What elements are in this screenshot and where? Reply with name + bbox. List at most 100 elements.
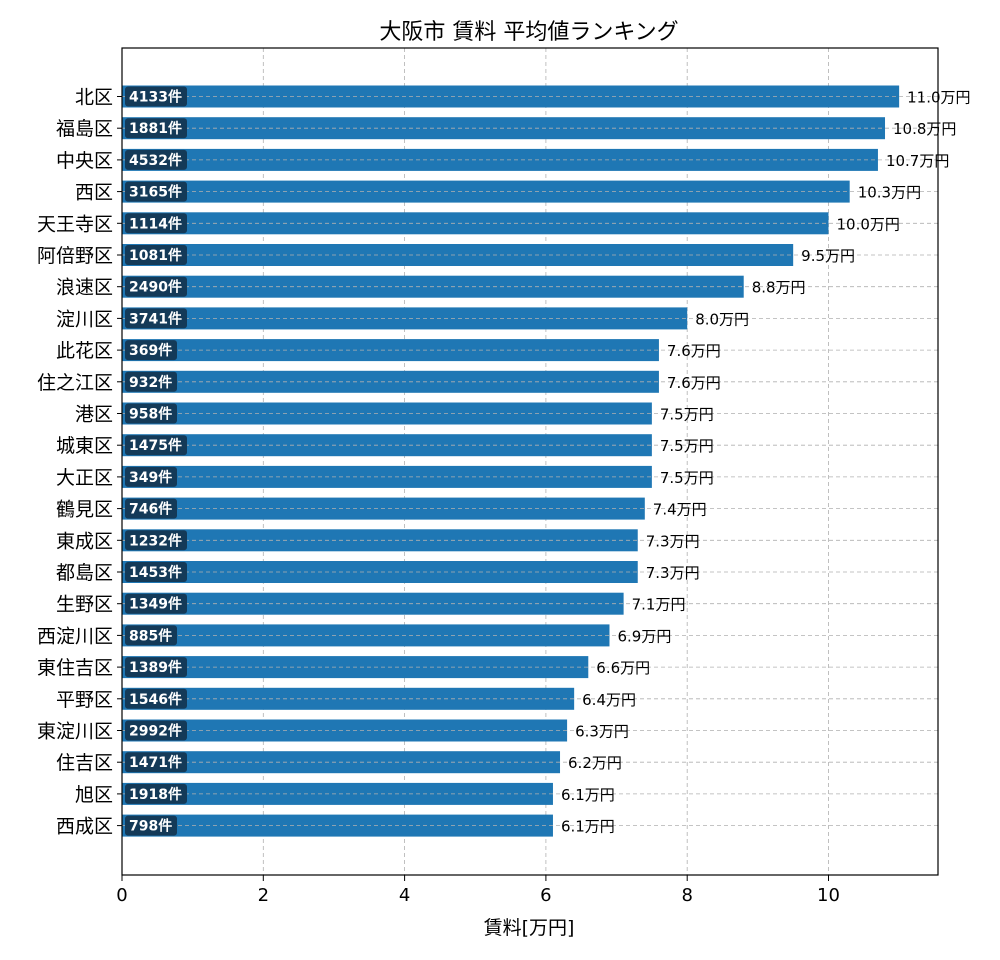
bar [122, 719, 568, 742]
category-label: 大正区 [56, 467, 113, 489]
x-axis-label: 賃料[万円] [484, 917, 575, 939]
category-label: 東成区 [56, 530, 113, 552]
category-label: 東住吉区 [37, 657, 113, 679]
value-label: 6.3万円 [575, 723, 629, 741]
bar [122, 148, 878, 171]
count-label: 1232件 [129, 532, 182, 549]
bar [122, 434, 652, 457]
category-label: 阿倍野区 [37, 245, 113, 267]
category-label: 城東区 [56, 435, 113, 457]
x-tick-label: 2 [258, 885, 269, 906]
value-label: 7.5万円 [660, 406, 714, 424]
category-label: 浪速区 [56, 277, 113, 299]
count-badge [125, 86, 187, 107]
count-label: 885件 [129, 627, 172, 644]
plot-frame [121, 47, 939, 876]
bar [122, 782, 553, 805]
value-label: 7.3万円 [646, 564, 700, 582]
value-label: 6.6万円 [596, 659, 650, 677]
count-label: 1546件 [129, 691, 182, 708]
count-label: 2992件 [129, 723, 182, 740]
count-badge [125, 181, 187, 202]
category-label: 西淀川区 [37, 625, 113, 647]
category-label: 淀川区 [56, 308, 113, 330]
count-badge [125, 498, 177, 519]
count-label: 369件 [129, 342, 172, 359]
value-label: 7.4万円 [653, 501, 707, 519]
bar [122, 402, 652, 425]
bar [122, 180, 850, 203]
category-label: 港区 [75, 404, 113, 426]
value-label: 6.1万円 [561, 818, 615, 836]
count-badge [125, 657, 187, 678]
count-badge [125, 118, 187, 139]
x-tick-label: 6 [540, 885, 551, 906]
count-label: 1349件 [129, 596, 182, 613]
value-label: 7.1万円 [632, 596, 686, 614]
category-label: 平野区 [56, 689, 113, 711]
value-label: 6.4万円 [582, 691, 636, 709]
category-label: 旭区 [75, 784, 113, 806]
category-label: 都島区 [56, 562, 113, 584]
count-badge [125, 815, 177, 836]
count-label: 1114件 [129, 215, 182, 232]
value-label: 10.8万円 [893, 120, 956, 138]
count-badge [125, 562, 187, 582]
count-label: 1881件 [129, 120, 182, 137]
value-label: 7.6万円 [667, 374, 721, 392]
count-label: 3165件 [129, 184, 182, 201]
count-badge [125, 340, 177, 361]
count-badge [125, 593, 187, 614]
count-badge [125, 720, 187, 741]
bar [122, 624, 610, 647]
count-label: 958件 [129, 406, 172, 423]
value-label: 8.0万円 [695, 310, 749, 328]
category-label: 生野区 [56, 594, 113, 616]
x-tick-label: 0 [116, 885, 127, 906]
value-label: 7.5万円 [660, 469, 714, 487]
count-badge [125, 213, 187, 234]
bars: 4133件 11.0万円 1881件 10.8万円 4532件 10.7万円 3165件 10… [122, 85, 971, 837]
x-axis: 0 2 4 6 8 10 [116, 875, 840, 906]
count-badge [125, 245, 187, 265]
count-badge [125, 625, 177, 646]
count-badge [125, 783, 187, 804]
count-label: 1918件 [129, 786, 182, 803]
value-label: 11.0万円 [907, 89, 970, 107]
category-label: 東淀川区 [37, 721, 113, 743]
count-badge [125, 276, 187, 297]
x-tick-label: 10 [817, 885, 840, 906]
category-label: 北区 [75, 87, 113, 109]
category-label: 福島区 [56, 118, 113, 140]
value-label: 10.3万円 [858, 184, 921, 202]
bar [122, 529, 638, 552]
count-badge [125, 149, 187, 170]
count-badge [125, 688, 187, 709]
count-label: 798件 [129, 818, 172, 835]
count-label: 1475件 [129, 437, 182, 454]
count-label: 932件 [129, 374, 172, 391]
category-label: 住之江区 [37, 372, 113, 394]
category-label: 住吉区 [56, 752, 113, 774]
value-label: 6.9万円 [617, 627, 671, 645]
count-badge [125, 371, 177, 392]
count-label: 1081件 [129, 247, 182, 264]
category-label: 天王寺区 [37, 213, 113, 235]
count-label: 746件 [129, 501, 172, 518]
count-label: 1389件 [129, 659, 182, 676]
value-label: 7.5万円 [660, 437, 714, 455]
count-badge [125, 752, 187, 773]
category-label: 中央区 [56, 150, 113, 172]
count-label: 2490件 [129, 279, 182, 296]
count-label: 1471件 [129, 754, 182, 771]
count-label: 1453件 [129, 564, 182, 581]
category-label: 此花区 [56, 340, 113, 362]
value-label: 6.2万円 [568, 754, 622, 772]
count-badge [125, 435, 187, 456]
count-label: 4532件 [129, 152, 182, 169]
count-label: 349件 [129, 469, 172, 486]
count-label: 3741件 [129, 310, 182, 327]
value-label: 10.7万円 [886, 152, 949, 170]
value-label: 8.8万円 [752, 279, 806, 297]
